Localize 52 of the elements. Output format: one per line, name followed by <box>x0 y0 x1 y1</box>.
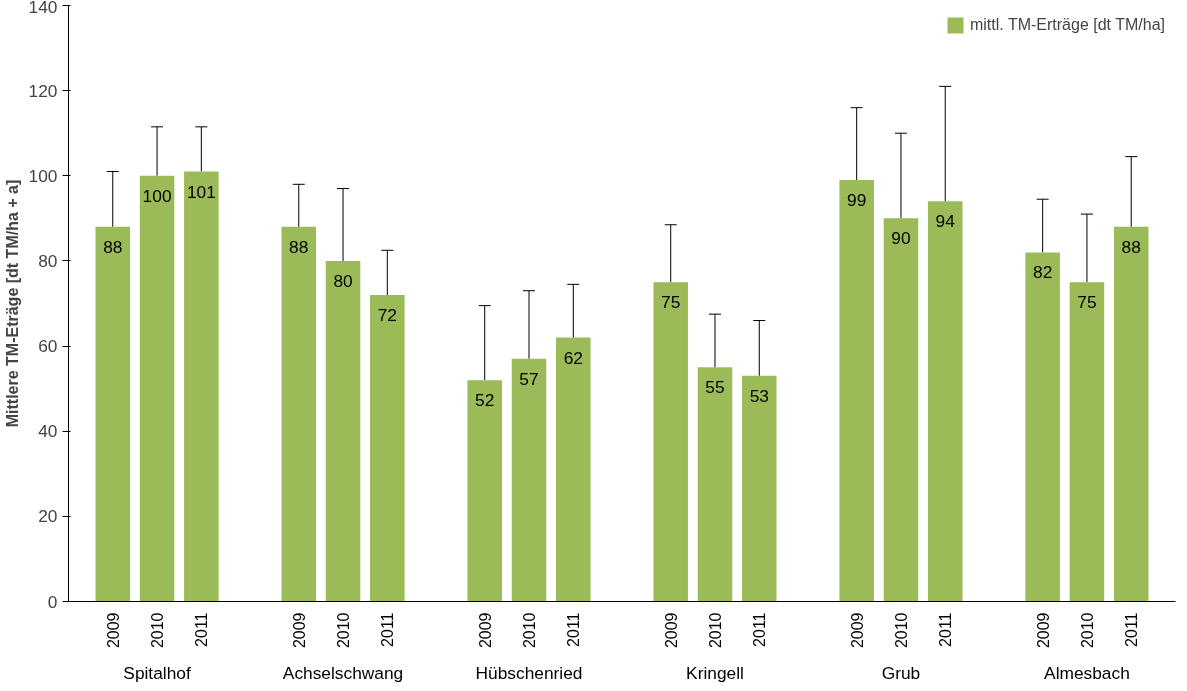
x-tick-label: 2010 <box>706 612 724 649</box>
data-label: 57 <box>519 368 539 389</box>
text: Almesbach <box>1044 662 1130 683</box>
data-label: 88 <box>1121 236 1141 257</box>
data-label: 53 <box>749 385 769 406</box>
x-tick-label: 2011 <box>379 612 397 647</box>
data-label: 88 <box>103 236 123 257</box>
data-label: 75 <box>661 292 681 313</box>
data-label: 88 <box>289 236 309 257</box>
x-tick-label: 2010 <box>149 612 167 649</box>
data-label: 72 <box>377 304 397 325</box>
y-tick-label: 20 <box>38 506 58 527</box>
text: Achselschwang <box>282 662 404 683</box>
y-tick-label: 80 <box>38 250 58 271</box>
text: Kringell <box>686 662 744 683</box>
data-label: 90 <box>891 228 911 249</box>
data-label: 101 <box>186 181 216 202</box>
x-tick-label: 2009 <box>476 612 494 649</box>
data-label: 75 <box>1077 292 1097 313</box>
y-tick-label: 100 <box>28 165 58 186</box>
text: Hübschenried <box>475 662 583 683</box>
y-tick-label: 140 <box>28 0 58 17</box>
data-label: 94 <box>935 211 956 232</box>
data-label: 82 <box>1033 262 1053 283</box>
y-tick-label: 60 <box>38 336 58 357</box>
data-label: 100 <box>142 185 172 206</box>
x-tick-label: 2009 <box>1034 612 1052 649</box>
x-tick-label: 2009 <box>848 612 866 649</box>
x-tick-label: 2009 <box>290 612 308 649</box>
x-tick-label: 2011 <box>937 612 955 647</box>
x-tick-label: 2011 <box>193 612 211 647</box>
x-tick-label: 2011 <box>751 612 769 647</box>
data-label: 55 <box>705 377 725 398</box>
data-label: 52 <box>475 390 495 411</box>
x-tick-label: 2011 <box>1123 612 1141 647</box>
text: Spitalhof <box>123 662 191 683</box>
x-tick-label: 2010 <box>892 612 910 649</box>
x-tick-label: 2010 <box>1078 612 1096 649</box>
legend-label: mittl. TM-Erträge [dt TM/ha] <box>969 16 1165 34</box>
x-tick-label: 2009 <box>104 612 122 649</box>
x-tick-label: 2010 <box>521 612 539 649</box>
x-tick-label: 2011 <box>565 612 583 647</box>
y-axis-title: Mittlere TM-Eträge [dt TM/ha + a] <box>3 179 21 428</box>
data-label: 99 <box>847 190 867 211</box>
x-tick-label: 2009 <box>662 612 680 649</box>
x-tick-label: 2010 <box>335 612 353 649</box>
data-label: 80 <box>333 270 353 291</box>
text: Grub <box>881 662 921 683</box>
y-tick-label: 120 <box>28 80 58 101</box>
y-tick-label: 0 <box>47 591 58 612</box>
y-tick-label: 40 <box>38 421 58 442</box>
data-label: 62 <box>563 347 583 368</box>
